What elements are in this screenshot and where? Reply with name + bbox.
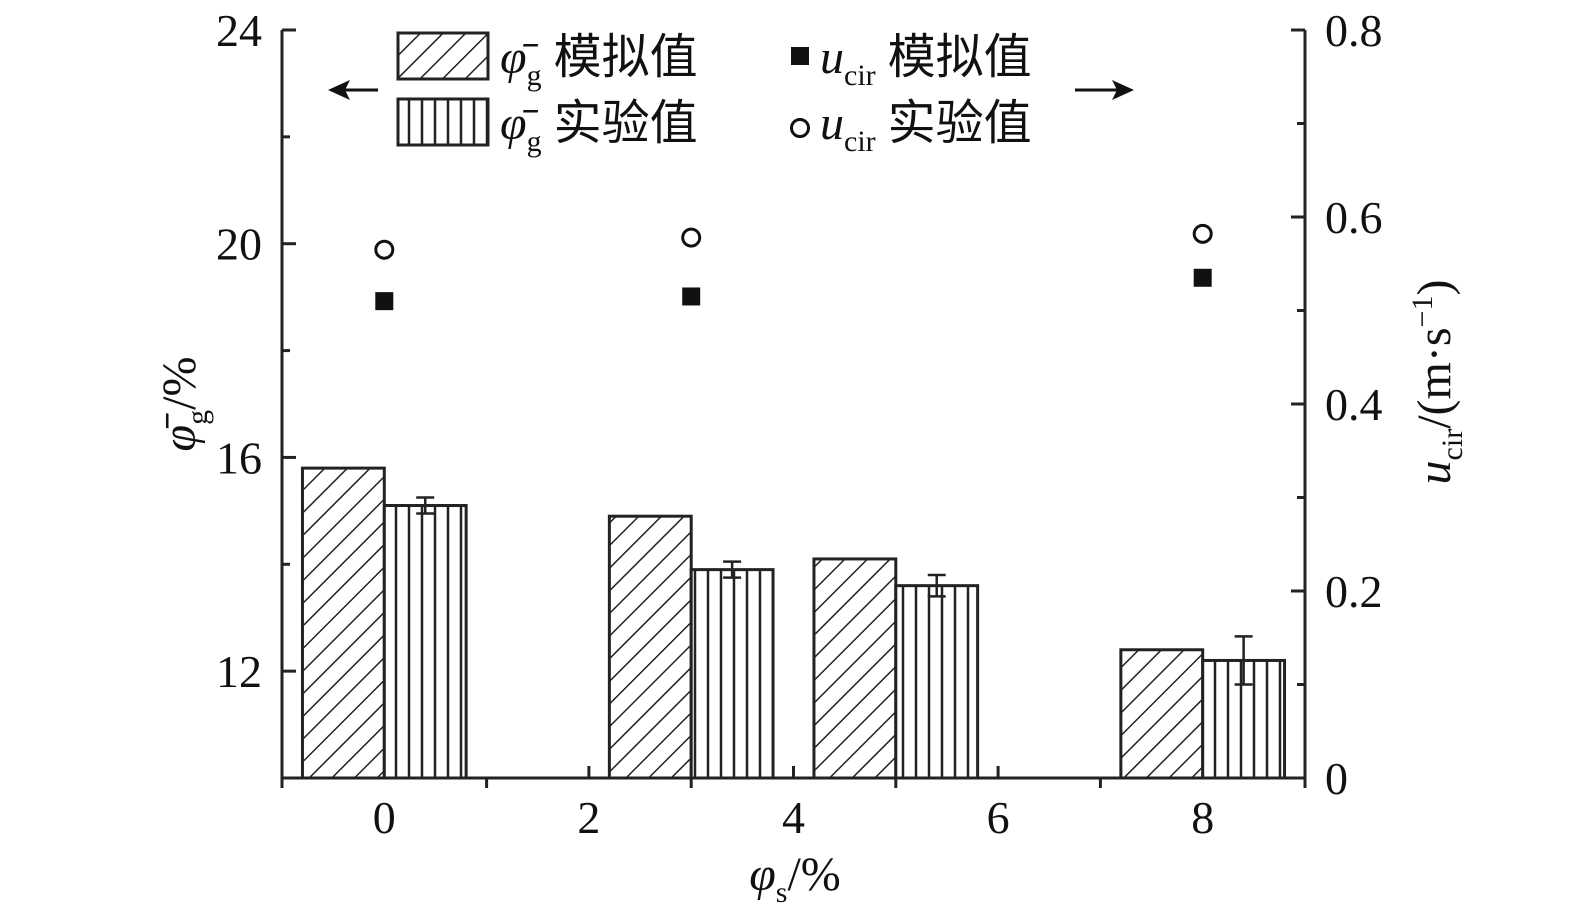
left-y-tick-label: 24 [216, 5, 262, 56]
point-ucir-experimental [1192, 223, 1213, 244]
legend-subscript: g [527, 59, 542, 92]
x-tick-label: 2 [577, 792, 600, 843]
point-ucir-simulated [1193, 268, 1212, 287]
point-ucir-simulated [375, 292, 394, 311]
right-y-axis-label-superscript: −1 [1406, 296, 1439, 328]
bar-simulated [607, 514, 693, 780]
point-ucir-experimental [681, 227, 702, 248]
arrow-right-head [1112, 80, 1134, 100]
left-y-axis-label: φ̄g/% [153, 357, 214, 452]
left-y-tick-label: 12 [216, 646, 262, 697]
x-tick-label: 6 [987, 792, 1010, 843]
legend-text: 模拟值 [876, 31, 1032, 84]
right-y-tick-label: 0.8 [1325, 5, 1383, 56]
legend-swatch-square [791, 47, 809, 65]
bar-simulated [1119, 648, 1205, 780]
bar-simulated [300, 466, 386, 780]
right-y-tick-label: 0.2 [1325, 566, 1383, 617]
bar-experimental [894, 584, 980, 780]
legend-label: ucir 模拟值 [820, 31, 1032, 92]
legend-subscript: cir [844, 125, 876, 158]
arrow-left-head [328, 80, 350, 100]
legend-swatch-experimental-bar [396, 97, 490, 147]
x-axis-label-symbol: φ [749, 848, 776, 901]
legend-text: 实验值 [876, 97, 1032, 150]
left-y-axis-label-subscript: g [181, 410, 214, 425]
right-y-axis-label-close: ) [1408, 280, 1461, 296]
legend-symbol: u [820, 31, 844, 84]
x-tick-label: 0 [373, 792, 396, 843]
right-y-axis-label-subscript: cir [1436, 429, 1469, 461]
point-ucir-simulated [682, 287, 701, 306]
right-y-tick-label: 0.4 [1325, 379, 1383, 430]
legend-subscript: cir [844, 59, 876, 92]
left-y-tick-label: 20 [216, 219, 262, 270]
axis-labels: φs/%φ̄g/%ucir/(m·s−1) [153, 280, 1469, 909]
left-y-axis-label-unit: /% [153, 357, 206, 410]
x-tick-label: 4 [782, 792, 805, 843]
x-tick-label: 8 [1191, 792, 1214, 843]
x-axis-label-subscript: s [776, 876, 788, 909]
legend-symbol: u [820, 97, 844, 150]
point-ucir-experimental [374, 239, 395, 260]
x-axis-label-unit: /% [787, 848, 840, 901]
right-y-axis-label-symbol: u [1408, 460, 1461, 484]
right-y-axis-label-unit: /(m·s [1408, 327, 1461, 428]
legend-subscript: g [527, 125, 542, 158]
legend-label: φ̄g 实验值 [500, 97, 698, 158]
legend-swatch-circle [790, 118, 810, 138]
bar-experimental [689, 568, 775, 780]
bar-experimental [382, 504, 468, 780]
left-y-tick-label: 16 [216, 432, 262, 483]
x-axis-label: φs/% [749, 848, 841, 909]
legend-text: 实验值 [542, 97, 698, 150]
legend-text: 模拟值 [542, 31, 698, 84]
legend-swatch-simulated-bar [396, 31, 490, 81]
legend-label: ucir 实验值 [820, 97, 1032, 158]
right-y-tick-label: 0.6 [1325, 192, 1383, 243]
bar-simulated [812, 557, 898, 780]
right-y-tick-label: 0 [1325, 753, 1348, 804]
legend-label: φ̄g 模拟值 [500, 31, 698, 92]
scatter-points [374, 223, 1213, 311]
right-y-axis-label: ucir/(m·s−1) [1406, 280, 1469, 485]
bars [300, 466, 1287, 780]
